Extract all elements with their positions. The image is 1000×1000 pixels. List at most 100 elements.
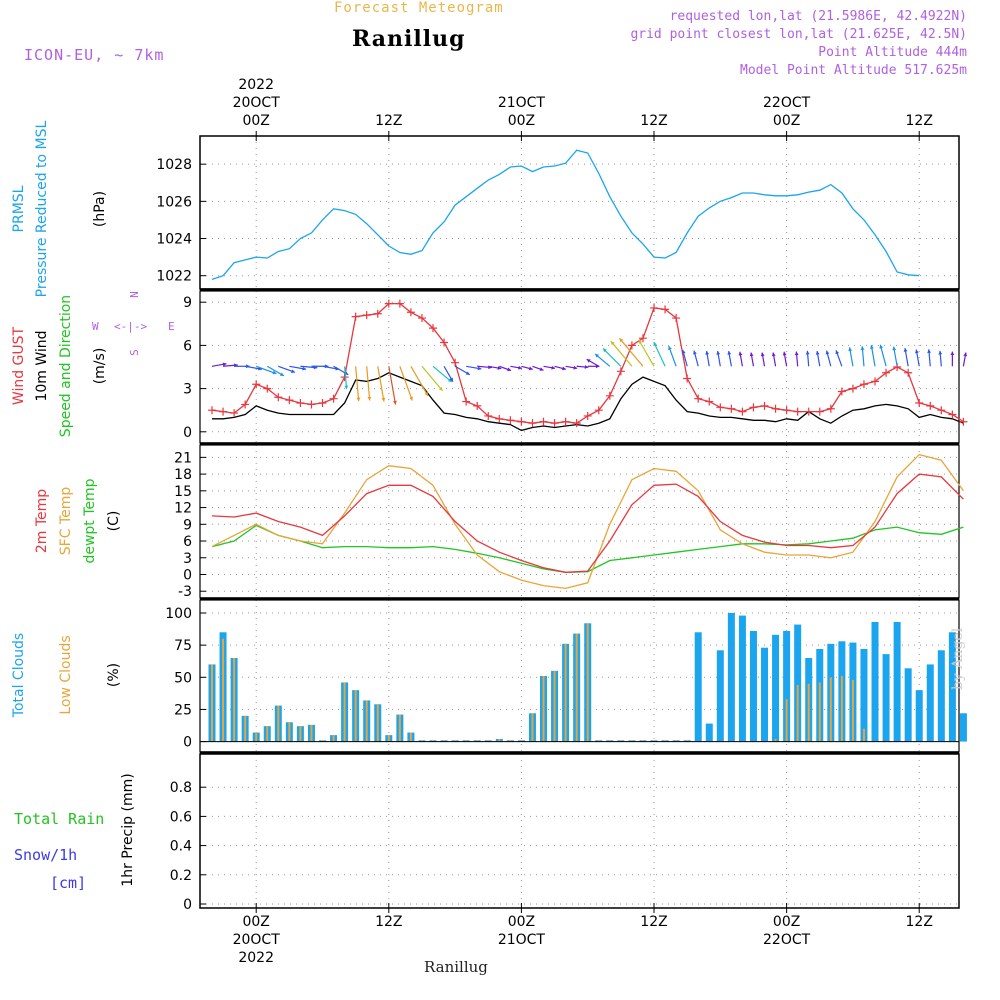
low-cloud-bar	[288, 722, 291, 742]
low-cloud-bar	[509, 740, 512, 742]
gust-marker	[616, 367, 625, 376]
low-cloud-bar	[807, 683, 810, 742]
y-tick-label: 0.2	[170, 868, 192, 884]
gust-marker	[484, 411, 493, 420]
wind-arrow-head	[518, 365, 522, 370]
wind-arrow	[255, 365, 277, 375]
wind-arrow-head	[749, 352, 754, 357]
low-cloud-bar	[332, 735, 335, 742]
wind-arrow	[668, 345, 677, 367]
wind-arrow-head	[551, 365, 556, 370]
wind-arrow-head	[681, 349, 686, 354]
location-title: Ranillug	[352, 26, 466, 52]
wind-arrow-head	[465, 371, 470, 375]
total-cloud-bar	[904, 668, 912, 742]
wind-arrow-head	[573, 365, 578, 370]
gust-marker	[495, 414, 504, 423]
gust-marker	[683, 374, 692, 383]
low-cloud-bar	[244, 715, 247, 742]
grid-point-coords: grid point closest lon,lat (21.625E, 42.…	[630, 27, 967, 42]
wind-arrow	[602, 348, 622, 367]
wind-arrow-head	[507, 367, 512, 372]
wind-compass: N W <-|-> E S	[84, 288, 184, 358]
wind-arrow-head	[603, 348, 607, 353]
y-tick-label: 0	[183, 425, 192, 441]
product-title: Forecast Meteogram	[334, 0, 504, 16]
gust-marker	[738, 407, 747, 416]
low-cloud-bar	[409, 732, 412, 742]
total-cloud-bar	[937, 650, 945, 742]
wind-arrow-head	[705, 351, 710, 355]
y-tick-label: 9	[183, 295, 192, 311]
total-cloud-bar	[694, 632, 702, 742]
gust-marker	[650, 303, 659, 312]
gust-marker	[318, 399, 327, 407]
time-label: 22OCT	[763, 932, 811, 948]
low-cloud-bar	[398, 714, 401, 742]
wind-arrow-head	[760, 352, 765, 357]
total-cloud-bar	[716, 650, 724, 742]
low-cloud-bar	[454, 740, 457, 742]
low-cloud-bar	[575, 633, 578, 742]
low-cloud-bar	[796, 685, 799, 742]
wind-arrow-head	[409, 396, 413, 401]
low-cloud-bar	[365, 700, 368, 742]
gust-marker	[793, 407, 802, 416]
wind-arrow-head	[870, 345, 874, 349]
wind-arrow-head	[438, 386, 443, 391]
wind-arrow-head	[344, 385, 349, 390]
gust-marker	[473, 401, 482, 410]
total-cloud-bar	[871, 622, 879, 742]
low-cloud-bar	[465, 740, 468, 742]
gust-marker	[760, 401, 769, 410]
total-cloud-bar	[738, 615, 746, 742]
gust-marker	[285, 396, 294, 405]
low-cloud-bar	[387, 735, 390, 742]
total-cloud-bar	[727, 613, 735, 742]
y-tick-label: 6	[183, 534, 192, 550]
time-label: 12Z	[640, 914, 668, 930]
wind-arrow-head	[447, 378, 452, 383]
legend-snow-unit: [cm]	[50, 874, 87, 892]
wind-arrow	[355, 366, 360, 402]
wind-arrow-head	[771, 352, 776, 357]
wind-arrow	[432, 365, 453, 383]
legend-snow: Snow/1h	[14, 846, 78, 864]
low-cloud-bar	[542, 676, 545, 742]
low-cloud-bar	[277, 705, 280, 742]
time-label: 12Z	[375, 914, 403, 930]
gust-marker	[395, 299, 404, 308]
total-cloud-bar	[959, 713, 967, 742]
series-wind-gust	[211, 302, 964, 424]
low-cloud-bar	[553, 670, 556, 742]
low-cloud-bar	[608, 740, 611, 742]
time-label: 2022	[238, 950, 274, 966]
wind-arrow-head	[279, 372, 284, 376]
gust-marker	[506, 416, 515, 425]
y-tick-label: 12	[174, 501, 192, 517]
low-cloud-bar	[376, 704, 379, 742]
series-2m-temp	[211, 473, 964, 573]
wind-arrow	[619, 337, 644, 367]
y-tick-label: 0.4	[170, 839, 192, 855]
time-label: 00Z	[507, 113, 536, 129]
low-cloud-bar	[432, 740, 435, 742]
low-cloud-bar	[321, 740, 324, 742]
wind-arrow	[610, 340, 633, 367]
y-tick-label: 6	[183, 338, 192, 354]
gust-marker	[362, 311, 371, 320]
low-cloud-bar	[299, 726, 302, 742]
total-cloud-bar	[749, 631, 757, 742]
low-cloud-bar	[774, 739, 777, 742]
low-cloud-bar	[818, 682, 821, 742]
wind-arrow-head	[222, 362, 227, 367]
wind-arrow-head	[424, 391, 429, 396]
wind-arrow-head	[367, 396, 372, 401]
panel-frame	[199, 135, 960, 290]
gust-marker	[572, 419, 581, 428]
gust-marker	[373, 309, 382, 318]
y-tick-label: 1028	[156, 157, 192, 173]
wind-arrow-head	[497, 366, 502, 370]
low-cloud-bar	[785, 699, 788, 742]
low-cloud-bar	[641, 740, 644, 742]
